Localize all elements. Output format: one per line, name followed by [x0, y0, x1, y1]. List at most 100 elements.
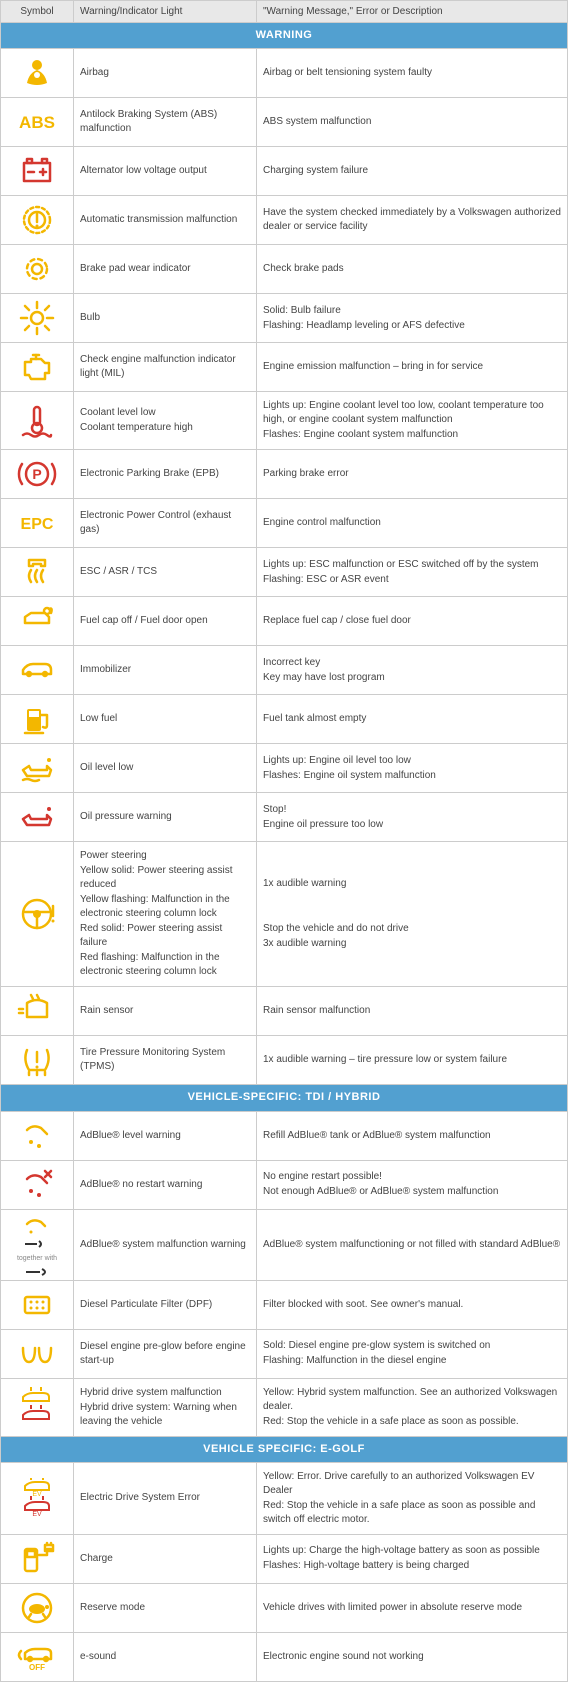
- svg-text:EV: EV: [32, 1511, 42, 1518]
- warning-light-label: Airbag: [74, 49, 257, 98]
- col-desc: "Warning Message," Error or Description: [257, 1, 568, 23]
- warning-light-label: Electric Drive System Error: [74, 1462, 257, 1534]
- table-row: Automatic transmission malfunctionHave t…: [1, 196, 568, 245]
- section-header: VEHICLE-SPECIFIC: TDI / HYBRID: [1, 1085, 568, 1111]
- brake-pad-icon: [1, 245, 74, 294]
- oil-level-icon: [1, 744, 74, 793]
- epc-icon: EPC: [1, 499, 74, 548]
- esc-icon: [1, 548, 74, 597]
- warning-light-label: Automatic transmission malfunction: [74, 196, 257, 245]
- warning-light-label: Reserve mode: [74, 1583, 257, 1632]
- section-header: WARNING: [1, 23, 568, 49]
- abs-icon: ABS: [1, 98, 74, 147]
- warning-description: Yellow: Hybrid system malfunction. See a…: [257, 1378, 568, 1436]
- header-row: Symbol Warning/Indicator Light "Warning …: [1, 1, 568, 23]
- warning-light-label: Brake pad wear indicator: [74, 245, 257, 294]
- esound-icon: OFF: [1, 1632, 74, 1681]
- svg-text:ABS: ABS: [19, 113, 55, 132]
- fuel-icon: [1, 695, 74, 744]
- warning-light-label: Antilock Braking System (ABS) malfunctio…: [74, 98, 257, 147]
- warning-description: Engine emission malfunction – bring in f…: [257, 343, 568, 392]
- warning-description: Rain sensor malfunction: [257, 987, 568, 1036]
- table-row: Fuel cap off / Fuel door openReplace fue…: [1, 597, 568, 646]
- warning-description: Lights up: ESC malfunction or ESC switch…: [257, 548, 568, 597]
- warning-light-label: AdBlue® level warning: [74, 1111, 257, 1160]
- svg-text:OFF: OFF: [29, 1663, 45, 1672]
- table-row: EPCElectronic Power Control (exhaust gas…: [1, 499, 568, 548]
- engine-icon: [1, 343, 74, 392]
- warning-light-label: e-sound: [74, 1632, 257, 1681]
- warning-description: Fuel tank almost empty: [257, 695, 568, 744]
- airbag-icon: [1, 49, 74, 98]
- warning-description: Yellow: Error. Drive carefully to an aut…: [257, 1462, 568, 1534]
- svg-text:EV: EV: [32, 1491, 42, 1498]
- warning-light-label: Electronic Parking Brake (EPB): [74, 450, 257, 499]
- section-title: VEHICLE SPECIFIC: E-GOLF: [1, 1436, 568, 1462]
- warning-light-label: Rain sensor: [74, 987, 257, 1036]
- fuel-cap-icon: [1, 597, 74, 646]
- warning-description: Parking brake error: [257, 450, 568, 499]
- col-light: Warning/Indicator Light: [74, 1, 257, 23]
- coolant-icon: [1, 392, 74, 450]
- warning-description: Filter blocked with soot. See owner's ma…: [257, 1280, 568, 1329]
- steering-icon: [1, 842, 74, 987]
- warning-description: Lights up: Engine coolant level too low,…: [257, 392, 568, 450]
- warning-description: ABS system malfunction: [257, 98, 568, 147]
- table-row: Oil pressure warningStop!Engine oil pres…: [1, 793, 568, 842]
- warning-description: Vehicle drives with limited power in abs…: [257, 1583, 568, 1632]
- table-row: ChargeLights up: Charge the high-voltage…: [1, 1534, 568, 1583]
- warning-description: Check brake pads: [257, 245, 568, 294]
- warning-description: Sold: Diesel engine pre-glow system is s…: [257, 1329, 568, 1378]
- car-key-icon: [1, 646, 74, 695]
- gear-excl-icon: [1, 196, 74, 245]
- warning-description: Refill AdBlue® tank or AdBlue® system ma…: [257, 1111, 568, 1160]
- warning-light-label: ESC / ASR / TCS: [74, 548, 257, 597]
- warning-light-label: Bulb: [74, 294, 257, 343]
- warning-light-label: Electronic Power Control (exhaust gas): [74, 499, 257, 548]
- warning-light-label: Fuel cap off / Fuel door open: [74, 597, 257, 646]
- section-header: VEHICLE SPECIFIC: E-GOLF: [1, 1436, 568, 1462]
- table-row: ABS Antilock Braking System (ABS) malfunc…: [1, 98, 568, 147]
- warning-description: Solid: Bulb failureFlashing: Headlamp le…: [257, 294, 568, 343]
- table-row: Rain sensorRain sensor malfunction: [1, 987, 568, 1036]
- table-row: BulbSolid: Bulb failureFlashing: Headlam…: [1, 294, 568, 343]
- warning-description: Incorrect keyKey may have lost program: [257, 646, 568, 695]
- warning-light-label: Alternator low voltage output: [74, 147, 257, 196]
- col-symbol: Symbol: [1, 1, 74, 23]
- warning-light-label: Oil pressure warning: [74, 793, 257, 842]
- warning-description: Engine control malfunction: [257, 499, 568, 548]
- table-row: Tire Pressure Monitoring System (TPMS)1x…: [1, 1036, 568, 1085]
- warning-light-label: Diesel engine pre-glow before engine sta…: [74, 1329, 257, 1378]
- table-row: Coolant level lowCoolant temperature hig…: [1, 392, 568, 450]
- battery-icon: [1, 147, 74, 196]
- svg-text:P: P: [32, 466, 41, 482]
- table-row: Brake pad wear indicatorCheck brake pads: [1, 245, 568, 294]
- warning-description: Stop!Engine oil pressure too low: [257, 793, 568, 842]
- section-title: VEHICLE-SPECIFIC: TDI / HYBRID: [1, 1085, 568, 1111]
- table-row: ImmobilizerIncorrect keyKey may have los…: [1, 646, 568, 695]
- table-row: ESC / ASR / TCSLights up: ESC malfunctio…: [1, 548, 568, 597]
- tpms-icon: [1, 1036, 74, 1085]
- table-row: EV EV Electric Drive System ErrorYellow: E…: [1, 1462, 568, 1534]
- warning-light-label: Oil level low: [74, 744, 257, 793]
- adblue-wrench-icon: together with: [1, 1209, 74, 1280]
- warning-description: Lights up: Engine oil level too lowFlash…: [257, 744, 568, 793]
- table-row: P Electronic Parking Brake (EPB)Parking b…: [1, 450, 568, 499]
- table-row: Hybrid drive system malfunctionHybrid dr…: [1, 1378, 568, 1436]
- warning-light-label: Tire Pressure Monitoring System (TPMS): [74, 1036, 257, 1085]
- warning-light-label: Hybrid drive system malfunctionHybrid dr…: [74, 1378, 257, 1436]
- warning-description: Charging system failure: [257, 147, 568, 196]
- table-row: together withAdBlue® system malfunction …: [1, 1209, 568, 1280]
- warning-lights-table: Symbol Warning/Indicator Light "Warning …: [0, 0, 568, 1682]
- warning-light-label: Power steeringYellow solid: Power steeri…: [74, 842, 257, 987]
- warning-description: Have the system checked immediately by a…: [257, 196, 568, 245]
- table-row: Diesel Particulate Filter (DPF)Filter bl…: [1, 1280, 568, 1329]
- warning-light-label: Charge: [74, 1534, 257, 1583]
- adblue-restart-icon: [1, 1160, 74, 1209]
- adblue-icon: [1, 1111, 74, 1160]
- table-row: Power steeringYellow solid: Power steeri…: [1, 842, 568, 987]
- warning-description: AdBlue® system malfunctioning or not fil…: [257, 1209, 568, 1280]
- warning-description: No engine restart possible!Not enough Ad…: [257, 1160, 568, 1209]
- warning-description: Electronic engine sound not working: [257, 1632, 568, 1681]
- warning-description: 1x audible warning – tire pressure low o…: [257, 1036, 568, 1085]
